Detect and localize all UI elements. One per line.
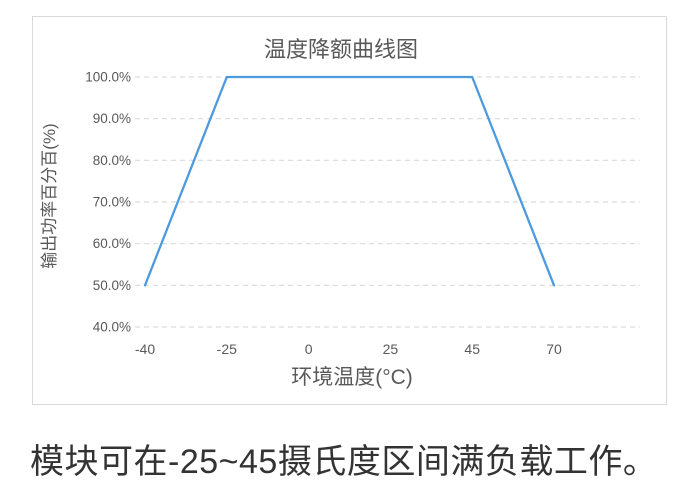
y-tick-label: 90.0% <box>93 111 131 126</box>
y-tick-label: 70.0% <box>93 195 131 210</box>
gridline-layer <box>135 76 640 328</box>
x-tick-label: -25 <box>217 341 237 357</box>
chart-title: 温度降额曲线图 <box>264 37 418 62</box>
y-tick-label: 60.0% <box>93 236 131 251</box>
x-tick-layer: -40 -25 0 25 45 70 <box>135 341 562 357</box>
derating-line <box>143 75 556 287</box>
y-tick-label: 100.0% <box>85 70 131 85</box>
x-tick-label: 25 <box>383 341 399 357</box>
x-tick-label: 0 <box>305 341 313 357</box>
x-tick-label: -40 <box>135 341 155 357</box>
chart-plot-area: 100.0% 90.0% 80.0% 70.0% 60.0% 50.0% 40.0% -40… <box>40 37 640 389</box>
y-tick-label: 50.0% <box>93 278 131 293</box>
x-tick-label: 45 <box>464 341 480 357</box>
caption-text: 模块可在-25~45摄氏度区间满负载工作。 <box>30 443 658 481</box>
y-axis-title: 输出功率百分百(%) <box>40 123 59 268</box>
series-layer <box>143 75 556 287</box>
x-axis-title: 环境温度(°C) <box>291 366 413 389</box>
y-tick-layer: 100.0% 90.0% 80.0% 70.0% 60.0% 50.0% 40.0% <box>85 70 131 335</box>
y-tick-label: 80.0% <box>93 153 131 168</box>
x-tick-label: 70 <box>546 341 562 357</box>
derating-chart: 100.0% 90.0% 80.0% 70.0% 60.0% 50.0% 40.0% -40… <box>32 16 667 405</box>
y-tick-label: 40.0% <box>93 320 131 335</box>
